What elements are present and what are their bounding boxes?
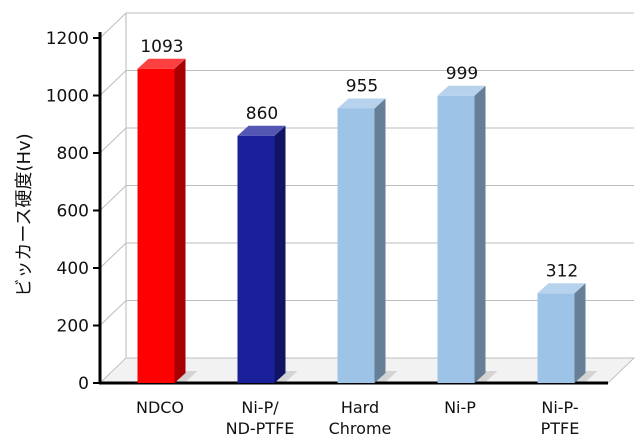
y-tick-label: 400 bbox=[57, 259, 89, 279]
bar-top bbox=[437, 85, 486, 96]
bar-top bbox=[537, 283, 586, 294]
gridline bbox=[99, 12, 634, 39]
data-label: 955 bbox=[346, 76, 378, 96]
bar-side bbox=[174, 58, 186, 383]
y-tick-label: 600 bbox=[57, 202, 89, 222]
y-tick-label: 1000 bbox=[46, 87, 89, 107]
x-category-label: Ni-P/ND-PTFE bbox=[226, 398, 295, 438]
data-label: 999 bbox=[446, 64, 478, 84]
y-axis-title: ビッカース硬度(Hv) bbox=[14, 133, 35, 296]
bar-side bbox=[374, 98, 386, 383]
y-tick-label: 800 bbox=[57, 144, 89, 164]
data-label: 312 bbox=[546, 261, 578, 281]
bar bbox=[237, 135, 275, 383]
y-tick-label: 1200 bbox=[46, 29, 89, 49]
bars bbox=[135, 58, 598, 383]
bar bbox=[137, 68, 175, 383]
x-category-label: NDCO bbox=[136, 398, 184, 417]
x-category-label: Hard Chrome bbox=[329, 398, 392, 438]
data-label: 860 bbox=[246, 104, 278, 124]
bar bbox=[537, 293, 575, 383]
data-label: 1093 bbox=[140, 37, 183, 57]
gridline bbox=[99, 70, 634, 96]
bar-side bbox=[474, 85, 486, 383]
bar bbox=[337, 108, 375, 383]
bar bbox=[437, 95, 475, 383]
bar-top bbox=[337, 98, 386, 109]
labels: 0 200 400 600 800 1000 1200 1093 NDCO 860 Ni-P/ND-… bbox=[46, 29, 580, 438]
x-category-label: Ni-P bbox=[444, 398, 476, 417]
bar-top bbox=[137, 58, 186, 69]
x-category-label: Ni-P-PTFE bbox=[541, 398, 580, 438]
y-tick-label: 0 bbox=[78, 374, 89, 394]
bar-top bbox=[237, 125, 286, 136]
bar-side bbox=[274, 125, 286, 383]
bar-side bbox=[574, 283, 586, 383]
y-tick-label: 200 bbox=[57, 317, 89, 337]
